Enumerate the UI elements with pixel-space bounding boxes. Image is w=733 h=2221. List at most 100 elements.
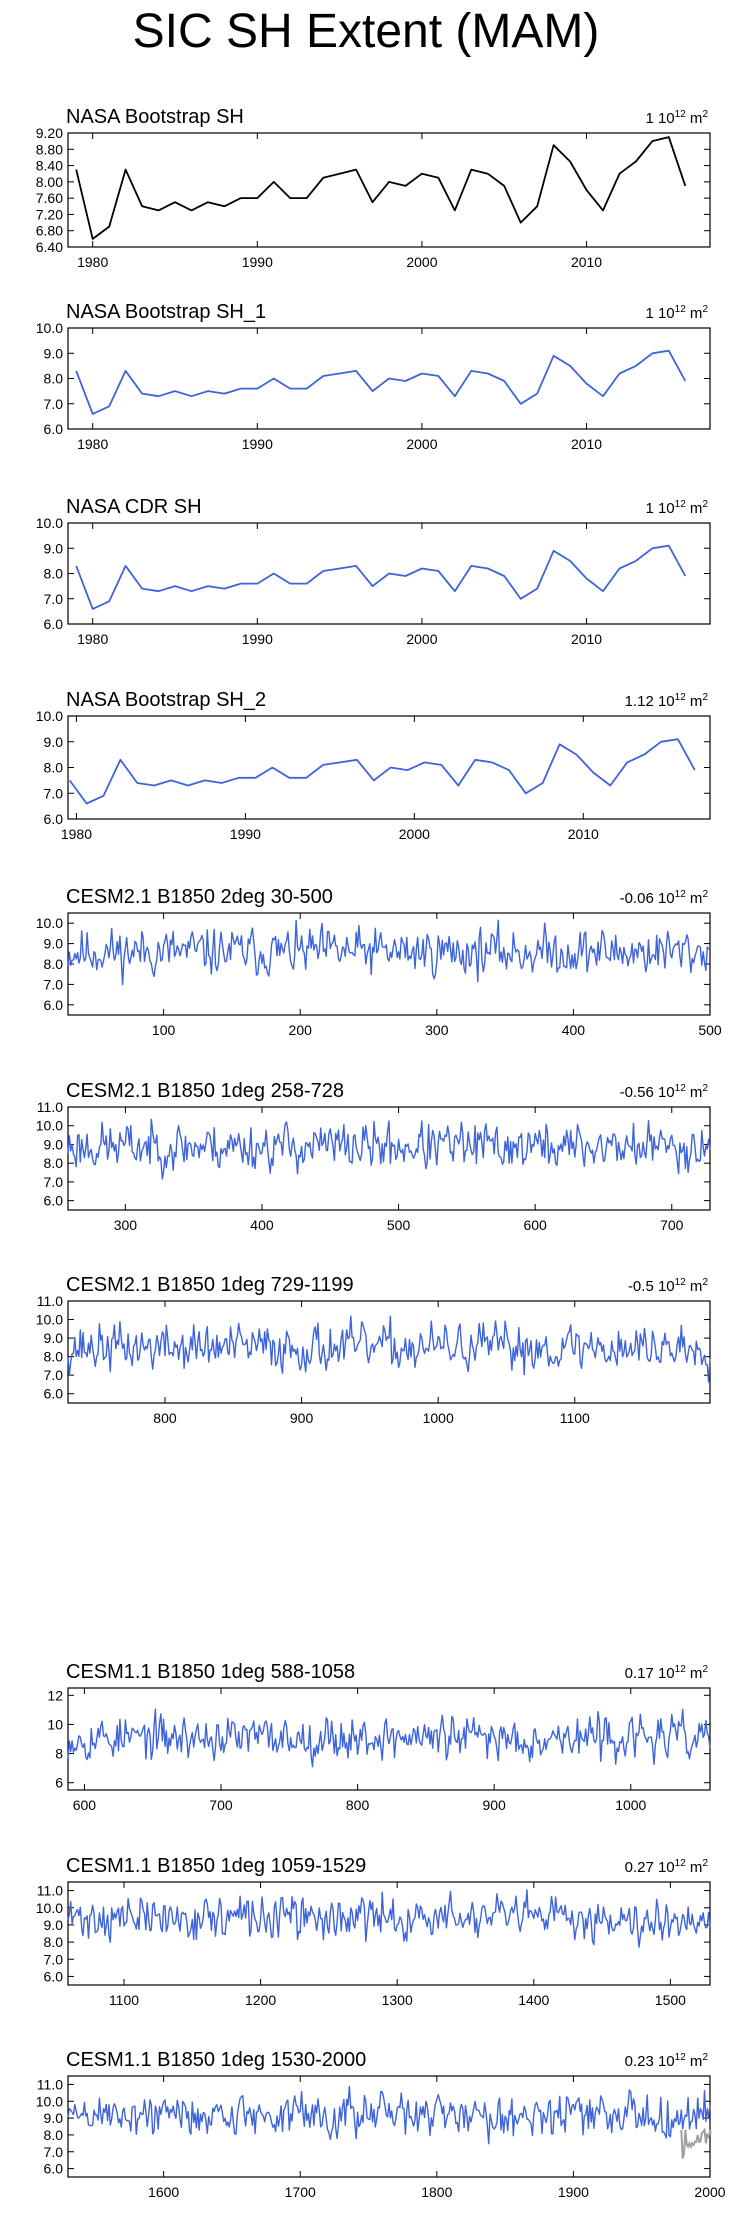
trend-value: 1 10 bbox=[645, 110, 674, 127]
y-tick-label: 8.0 bbox=[44, 566, 64, 582]
x-tick-label: 400 bbox=[562, 1022, 586, 1038]
y-tick-label: 9.0 bbox=[44, 540, 64, 556]
trend-unit: m bbox=[686, 890, 703, 907]
y-tick-label: 9.0 bbox=[44, 936, 64, 952]
panel-title: CESM2.1 B1850 1deg 258-728 bbox=[66, 1080, 344, 1102]
x-tick-label: 900 bbox=[482, 1797, 506, 1813]
y-tick-label: 8.00 bbox=[36, 174, 63, 190]
x-tick-label: 1100 bbox=[109, 1992, 139, 2008]
panels-container: NASA Bootstrap SH 1 1012 m26.406.807.207.… bbox=[36, 106, 726, 2200]
y-tick-label: 7.60 bbox=[36, 190, 63, 206]
x-tick-label: 1800 bbox=[421, 2184, 452, 2200]
panel-trend-label: 0.27 1012 m2 bbox=[625, 1858, 709, 1876]
series-line bbox=[75, 544, 687, 610]
y-tick-label: 10.0 bbox=[36, 708, 63, 724]
y-tick-label: 7.0 bbox=[44, 2144, 64, 2160]
x-tick-label: 2000 bbox=[406, 254, 437, 270]
y-tick-label: 11.0 bbox=[37, 1099, 63, 1115]
y-tick-label: 9.20 bbox=[36, 125, 63, 141]
panel-trend-label: -0.5 1012 m2 bbox=[628, 1277, 709, 1295]
trend-value: -0.5 10 bbox=[628, 1278, 675, 1295]
y-tick-label: 7.20 bbox=[36, 206, 63, 222]
panel-title: CESM1.1 B1850 1deg 588-1058 bbox=[66, 1661, 355, 1683]
trend-unit-exponent: 2 bbox=[702, 1858, 708, 1869]
trend-exponent: 12 bbox=[675, 109, 687, 120]
x-tick-label: 1500 bbox=[655, 1992, 686, 2008]
panel-trend-label: 0.17 1012 m2 bbox=[625, 1664, 709, 1682]
y-tick-label: 11.0 bbox=[37, 1883, 63, 1899]
x-tick-label: 1400 bbox=[518, 1992, 549, 2008]
y-tick-label: 6.0 bbox=[44, 1193, 64, 1209]
trend-value: 1.12 10 bbox=[625, 693, 675, 710]
panel-title: NASA Bootstrap SH bbox=[66, 106, 244, 128]
y-tick-label: 10.0 bbox=[36, 320, 63, 336]
panel-title: NASA Bootstrap SH_2 bbox=[66, 689, 266, 711]
x-tick-label: 2010 bbox=[568, 826, 599, 842]
x-tick-label: 800 bbox=[346, 1797, 370, 1813]
panel-trend-label: 0.23 1012 m2 bbox=[625, 2052, 709, 2070]
panel-5: CESM2.1 B1850 2deg 30-500 -0.06 1012 m2 6.… bbox=[36, 886, 722, 1038]
x-tick-label: 1990 bbox=[230, 826, 261, 842]
panel-trend-label: -0.06 1012 m2 bbox=[620, 889, 709, 907]
panel-trend-label: 1 1012 m2 bbox=[645, 499, 708, 517]
panel-title: CESM2.1 B1850 2deg 30-500 bbox=[66, 886, 333, 908]
series-line bbox=[67, 1889, 711, 1948]
y-tick-label: 11.0 bbox=[37, 2076, 63, 2092]
figure-title: SIC SH Extent (MAM) bbox=[133, 5, 600, 58]
x-tick-label: 100 bbox=[152, 1022, 176, 1038]
x-tick-label: 1980 bbox=[61, 826, 92, 842]
x-tick-label: 300 bbox=[425, 1022, 449, 1038]
y-tick-label: 8.0 bbox=[44, 1155, 64, 1171]
x-tick-label: 2000 bbox=[406, 436, 437, 452]
y-tick-label: 10.0 bbox=[36, 1900, 63, 1916]
y-tick-label: 10.0 bbox=[36, 515, 63, 531]
panel-title: CESM2.1 B1850 1deg 729-1199 bbox=[66, 1274, 354, 1296]
x-tick-label: 2000 bbox=[694, 2184, 725, 2200]
panel-trend-label: 1.12 1012 m2 bbox=[625, 692, 709, 710]
trend-unit-exponent: 2 bbox=[702, 1277, 708, 1288]
x-tick-label: 400 bbox=[250, 1217, 274, 1233]
x-tick-label: 1000 bbox=[423, 1410, 454, 1426]
x-tick-label: 1200 bbox=[245, 1992, 276, 2008]
x-tick-label: 1900 bbox=[558, 2184, 589, 2200]
trend-unit: m bbox=[686, 1665, 703, 1682]
y-tick-label: 7.0 bbox=[44, 976, 64, 992]
panel-title: CESM1.1 B1850 1deg 1530-2000 bbox=[66, 2049, 366, 2071]
panel-9: CESM1.1 B1850 1deg 1059-1529 0.27 1012 m2… bbox=[36, 1855, 711, 2008]
trend-exponent: 12 bbox=[675, 1664, 687, 1675]
y-tick-label: 6.0 bbox=[44, 1386, 64, 1402]
y-tick-label: 8.0 bbox=[44, 760, 64, 776]
y-tick-label: 12 bbox=[47, 1687, 63, 1703]
series-line bbox=[67, 1315, 711, 1383]
x-tick-label: 1990 bbox=[242, 631, 273, 647]
trend-unit-exponent: 2 bbox=[702, 1083, 708, 1094]
trend-unit: m bbox=[686, 2053, 703, 2070]
trend-value: 0.23 10 bbox=[625, 2053, 675, 2070]
y-tick-label: 6.0 bbox=[44, 616, 64, 632]
y-tick-label: 7.0 bbox=[44, 1367, 64, 1383]
trend-unit: m bbox=[686, 1278, 703, 1295]
trend-unit: m bbox=[686, 693, 703, 710]
trend-unit-exponent: 2 bbox=[702, 109, 708, 120]
x-tick-label: 600 bbox=[73, 1797, 97, 1813]
panel-10: CESM1.1 B1850 1deg 1530-2000 0.23 1012 m2… bbox=[36, 2049, 726, 2200]
y-tick-label: 8.40 bbox=[36, 158, 63, 174]
panel-7: CESM2.1 B1850 1deg 729-1199 -0.5 1012 m2 6… bbox=[36, 1274, 711, 1426]
plot-frame bbox=[67, 1881, 711, 1986]
series-line bbox=[68, 738, 696, 805]
x-tick-label: 1980 bbox=[77, 631, 108, 647]
x-tick-label: 1000 bbox=[615, 1797, 646, 1813]
panel-trend-label: 1 1012 m2 bbox=[645, 109, 708, 127]
trend-exponent: 12 bbox=[675, 1277, 687, 1288]
trend-unit: m bbox=[686, 1084, 703, 1101]
y-tick-label: 6.0 bbox=[44, 421, 64, 437]
y-tick-label: 6.80 bbox=[36, 223, 63, 239]
series-line bbox=[67, 1118, 711, 1180]
y-tick-label: 8.0 bbox=[44, 371, 64, 387]
y-tick-label: 7.0 bbox=[44, 1174, 64, 1190]
panel-title: CESM1.1 B1850 1deg 1059-1529 bbox=[66, 1855, 366, 1877]
trend-exponent: 12 bbox=[675, 1083, 687, 1094]
y-tick-label: 6 bbox=[55, 1775, 63, 1791]
x-tick-label: 500 bbox=[698, 1022, 722, 1038]
trend-value: 1 10 bbox=[645, 500, 674, 517]
